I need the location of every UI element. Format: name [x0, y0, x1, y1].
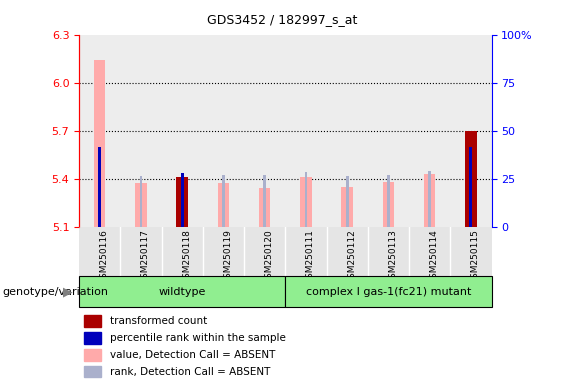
Text: GSM250114: GSM250114 [430, 229, 438, 284]
Bar [263, 175, 266, 227]
Text: GSM250117: GSM250117 [141, 229, 150, 284]
Bar [300, 177, 312, 227]
Bar [259, 188, 271, 227]
Text: GSM250112: GSM250112 [347, 229, 356, 284]
Bar [84, 315, 101, 327]
Text: GSM250119: GSM250119 [224, 229, 232, 284]
Bar [327, 227, 368, 276]
Bar [450, 227, 492, 276]
Bar [222, 175, 225, 227]
Bar [181, 173, 184, 227]
Bar [120, 227, 162, 276]
Bar [409, 227, 450, 276]
Text: wildtype: wildtype [159, 287, 206, 297]
Bar [135, 183, 147, 227]
Bar [244, 35, 285, 227]
Text: value, Detection Call = ABSENT: value, Detection Call = ABSENT [110, 350, 276, 360]
Bar [181, 173, 184, 227]
Text: GSM250118: GSM250118 [182, 229, 191, 284]
Text: rank, Detection Call = ABSENT: rank, Detection Call = ABSENT [110, 367, 271, 377]
Bar [218, 183, 229, 227]
Text: transformed count: transformed count [110, 316, 207, 326]
Bar [140, 176, 142, 227]
Bar [244, 227, 285, 276]
Bar [346, 176, 349, 227]
Bar [98, 147, 101, 227]
Bar [176, 177, 188, 227]
Bar [94, 60, 106, 227]
Bar [162, 35, 203, 227]
Bar [409, 35, 450, 227]
Bar [84, 366, 101, 377]
Bar [305, 172, 307, 227]
Bar [387, 175, 390, 227]
Text: GSM250115: GSM250115 [471, 229, 480, 284]
Bar [424, 174, 436, 227]
Bar [450, 35, 492, 227]
Text: percentile rank within the sample: percentile rank within the sample [110, 333, 286, 343]
Bar [120, 35, 162, 227]
Bar [203, 227, 244, 276]
Text: GSM250111: GSM250111 [306, 229, 315, 284]
Bar [203, 35, 244, 227]
Bar [470, 147, 472, 227]
Text: ▶: ▶ [63, 285, 72, 298]
Bar [368, 35, 409, 227]
Text: genotype/variation: genotype/variation [3, 287, 109, 297]
Text: GDS3452 / 182997_s_at: GDS3452 / 182997_s_at [207, 13, 358, 26]
Bar [368, 227, 409, 276]
Text: GSM250120: GSM250120 [265, 229, 273, 284]
FancyBboxPatch shape [285, 276, 492, 307]
Bar [285, 35, 327, 227]
FancyBboxPatch shape [79, 276, 285, 307]
Bar [84, 349, 101, 361]
Bar [285, 227, 327, 276]
Bar [79, 227, 120, 276]
Text: GSM250116: GSM250116 [100, 229, 108, 284]
Bar [341, 187, 353, 227]
Bar [383, 182, 394, 227]
Bar [84, 332, 101, 344]
Bar [465, 131, 477, 227]
Text: complex I gas-1(fc21) mutant: complex I gas-1(fc21) mutant [306, 287, 471, 297]
Bar [98, 147, 101, 227]
Bar [79, 35, 120, 227]
Bar [470, 147, 472, 227]
Bar [327, 35, 368, 227]
Text: GSM250113: GSM250113 [389, 229, 397, 284]
Bar [428, 170, 431, 227]
Bar [162, 227, 203, 276]
